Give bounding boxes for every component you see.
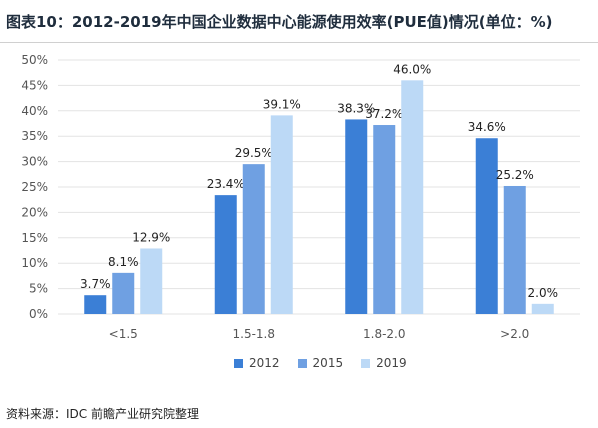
- bar-value-label: 3.7%: [80, 277, 111, 291]
- legend-swatch: [234, 359, 243, 368]
- y-tick-label: 45%: [21, 78, 48, 92]
- x-tick-label: 1.8-2.0: [363, 327, 406, 341]
- y-tick-label: 35%: [21, 129, 48, 143]
- legend-label: 2012: [249, 356, 280, 370]
- bar-value-label: 46.0%: [393, 62, 431, 76]
- y-tick-label: 0%: [29, 307, 48, 321]
- bar: [532, 304, 554, 314]
- bar-value-label: 25.2%: [496, 168, 534, 182]
- legend-swatch: [361, 359, 370, 368]
- bar: [345, 119, 367, 314]
- legend-swatch: [298, 359, 307, 368]
- bar: [140, 248, 162, 314]
- bar: [476, 138, 498, 314]
- x-tick-label: >2.0: [500, 327, 529, 341]
- bar-value-label: 23.4%: [207, 177, 245, 191]
- bar-value-label: 34.6%: [468, 120, 506, 134]
- y-tick-label: 30%: [21, 155, 48, 169]
- bar: [271, 115, 293, 314]
- bar-value-label: 39.1%: [263, 97, 301, 111]
- bar: [243, 164, 265, 314]
- y-tick-label: 20%: [21, 205, 48, 219]
- bar-value-label: 29.5%: [235, 146, 273, 160]
- bar: [84, 295, 106, 314]
- bar: [215, 195, 237, 314]
- legend-label: 2015: [313, 356, 344, 370]
- x-tick-label: <1.5: [109, 327, 138, 341]
- legend-label: 2019: [376, 356, 407, 370]
- y-tick-label: 15%: [21, 231, 48, 245]
- legend-item: 2019: [361, 356, 407, 370]
- bar: [112, 273, 134, 314]
- bar: [373, 125, 395, 314]
- bar-value-label: 37.2%: [365, 107, 403, 121]
- source-note: 资料来源：IDC 前瞻产业研究院整理: [6, 405, 199, 422]
- y-tick-label: 50%: [21, 53, 48, 67]
- x-tick-label: 1.5-1.8: [233, 327, 276, 341]
- bar-value-label: 2.0%: [528, 286, 559, 300]
- bar: [504, 186, 526, 314]
- y-tick-label: 25%: [21, 180, 48, 194]
- y-tick-label: 5%: [29, 282, 48, 296]
- legend-item: 2015: [298, 356, 344, 370]
- y-tick-label: 10%: [21, 256, 48, 270]
- bar-value-label: 8.1%: [108, 255, 139, 269]
- y-tick-label: 40%: [21, 104, 48, 118]
- legend-item: 2012: [234, 356, 280, 370]
- bar: [401, 80, 423, 314]
- bar-value-label: 12.9%: [132, 230, 170, 244]
- chart-legend: 2012 2015 2019: [234, 356, 407, 370]
